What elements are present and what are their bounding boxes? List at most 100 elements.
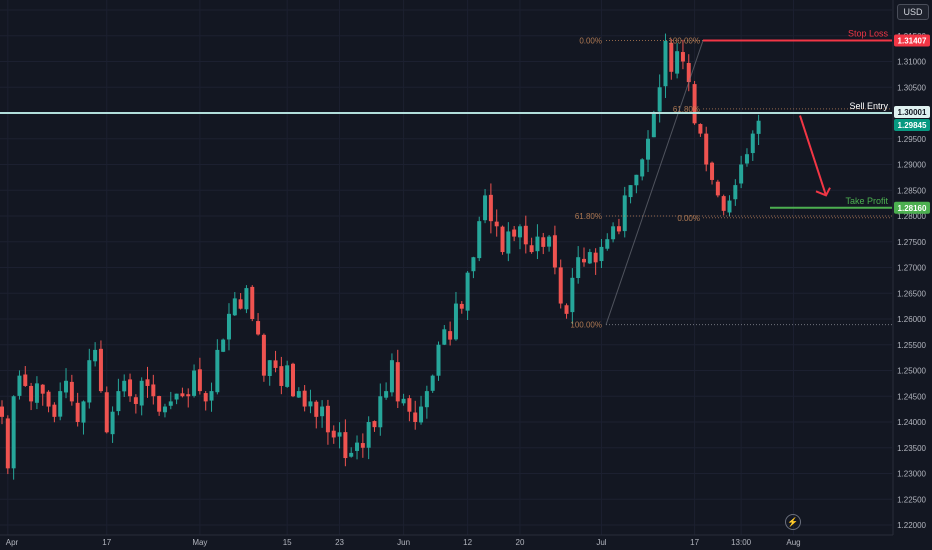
candle-body	[174, 393, 179, 400]
candle-body	[529, 245, 534, 253]
candle-body	[541, 237, 546, 247]
candle-body	[477, 221, 482, 259]
candle-body	[500, 226, 505, 253]
sell-entry-label: Sell Entry	[849, 101, 888, 111]
candle-body	[535, 236, 540, 252]
stop-loss-label: Stop Loss	[848, 29, 889, 39]
take-profit-price-badge-bg	[894, 201, 930, 214]
candle-body	[215, 349, 220, 393]
time-tick-label: May	[192, 538, 207, 547]
candle-body	[605, 239, 610, 249]
time-tick-label: 12	[463, 538, 472, 547]
currency-button[interactable]: USD	[897, 4, 929, 20]
candle-body	[87, 360, 92, 403]
candle-body	[442, 329, 447, 345]
candle-body	[465, 272, 470, 311]
price-tick-label: 1.22000	[897, 521, 926, 530]
candle-body	[459, 303, 464, 309]
candle-body	[721, 196, 726, 211]
candle-body	[646, 138, 651, 160]
candle-body	[389, 360, 394, 393]
price-tick-label: 1.30500	[897, 83, 926, 92]
price-tick-label: 1.27000	[897, 264, 926, 273]
candle-body	[98, 348, 103, 392]
candle-body	[669, 42, 674, 72]
price-tick-label: 1.28000	[897, 212, 926, 221]
candle-body	[744, 154, 749, 164]
fib-retracement: 0.00% 100.00% 61.80% 0.00% 61.80% 100.00%	[570, 37, 892, 330]
candle-body	[93, 349, 98, 362]
price-tick-label: 1.29500	[897, 135, 926, 144]
arrow-head	[815, 187, 831, 197]
candle-body	[663, 40, 668, 87]
candle-body	[261, 334, 266, 376]
price-axis[interactable]: 1.320001.315001.310001.305001.300001.295…	[892, 0, 932, 535]
stop-loss-price-badge-bg	[894, 34, 930, 47]
price-tick-label: 1.29000	[897, 161, 926, 170]
candle-body	[349, 452, 354, 457]
candle-body	[52, 404, 57, 417]
candle-body	[558, 267, 563, 304]
stop-loss-price-badge: 1.31407	[898, 37, 927, 46]
candle-body	[139, 380, 144, 406]
candle-body	[564, 305, 569, 314]
candle-body	[168, 401, 173, 406]
candle-body	[587, 252, 592, 264]
candle-body	[145, 379, 150, 386]
candle-body	[331, 430, 336, 438]
candle-body	[337, 432, 342, 437]
arrow-shaft	[799, 115, 827, 196]
candle-body	[488, 194, 493, 222]
candle-body	[221, 339, 226, 352]
fib-label-100-low: 100.00%	[570, 321, 602, 330]
candle-body	[250, 286, 255, 319]
take-profit-label: Take Profit	[845, 196, 888, 206]
candle-body	[378, 396, 383, 428]
entry-price-badge: 1.30001	[898, 108, 927, 117]
candle-body	[34, 383, 39, 403]
candle-body	[203, 393, 208, 402]
candle-body	[413, 412, 418, 422]
candle-body	[5, 418, 10, 469]
candle-body	[314, 401, 319, 417]
candle-body	[308, 401, 313, 407]
candle-body	[692, 84, 697, 124]
time-tick-label: Jul	[596, 538, 606, 547]
candle-body	[122, 380, 127, 392]
candle-body	[360, 443, 365, 448]
candle-body	[186, 394, 191, 397]
candle-body	[355, 442, 360, 451]
candle-body	[419, 406, 424, 423]
candle-body	[634, 174, 639, 186]
candle-body	[157, 396, 162, 412]
candle-body	[675, 51, 680, 74]
price-axis-bg	[893, 0, 932, 535]
candle-body	[197, 369, 202, 392]
current-price-badge: 1.29845	[898, 121, 927, 130]
candle-body	[704, 133, 709, 165]
candle-body	[471, 257, 476, 272]
time-axis[interactable]: Apr 17 May 15 23 Jun 12 20 Jul 17 13:00 Aug	[0, 534, 932, 550]
candle-body	[226, 313, 231, 340]
time-tick-label: 23	[335, 538, 344, 547]
candle-body	[698, 124, 703, 134]
price-tick-label: 1.28500	[897, 186, 926, 195]
candle-body	[0, 406, 4, 417]
candle-body	[29, 385, 34, 402]
fib-trend-line	[605, 40, 704, 325]
candle-body	[739, 164, 744, 184]
candle-body	[686, 62, 691, 83]
candle-body	[40, 384, 45, 394]
candle-body	[680, 52, 685, 62]
lightning-icon[interactable]: ⚡	[785, 514, 801, 530]
candle-body	[64, 380, 69, 393]
candle-body	[116, 391, 121, 412]
candle-body	[192, 370, 197, 396]
candle-body	[710, 162, 715, 180]
take-profit-price-badge: 1.28160	[898, 204, 927, 213]
candle-body	[599, 246, 604, 262]
candle-body	[110, 411, 115, 435]
candle-body	[582, 258, 586, 263]
price-tick-label: 1.23000	[897, 470, 926, 479]
